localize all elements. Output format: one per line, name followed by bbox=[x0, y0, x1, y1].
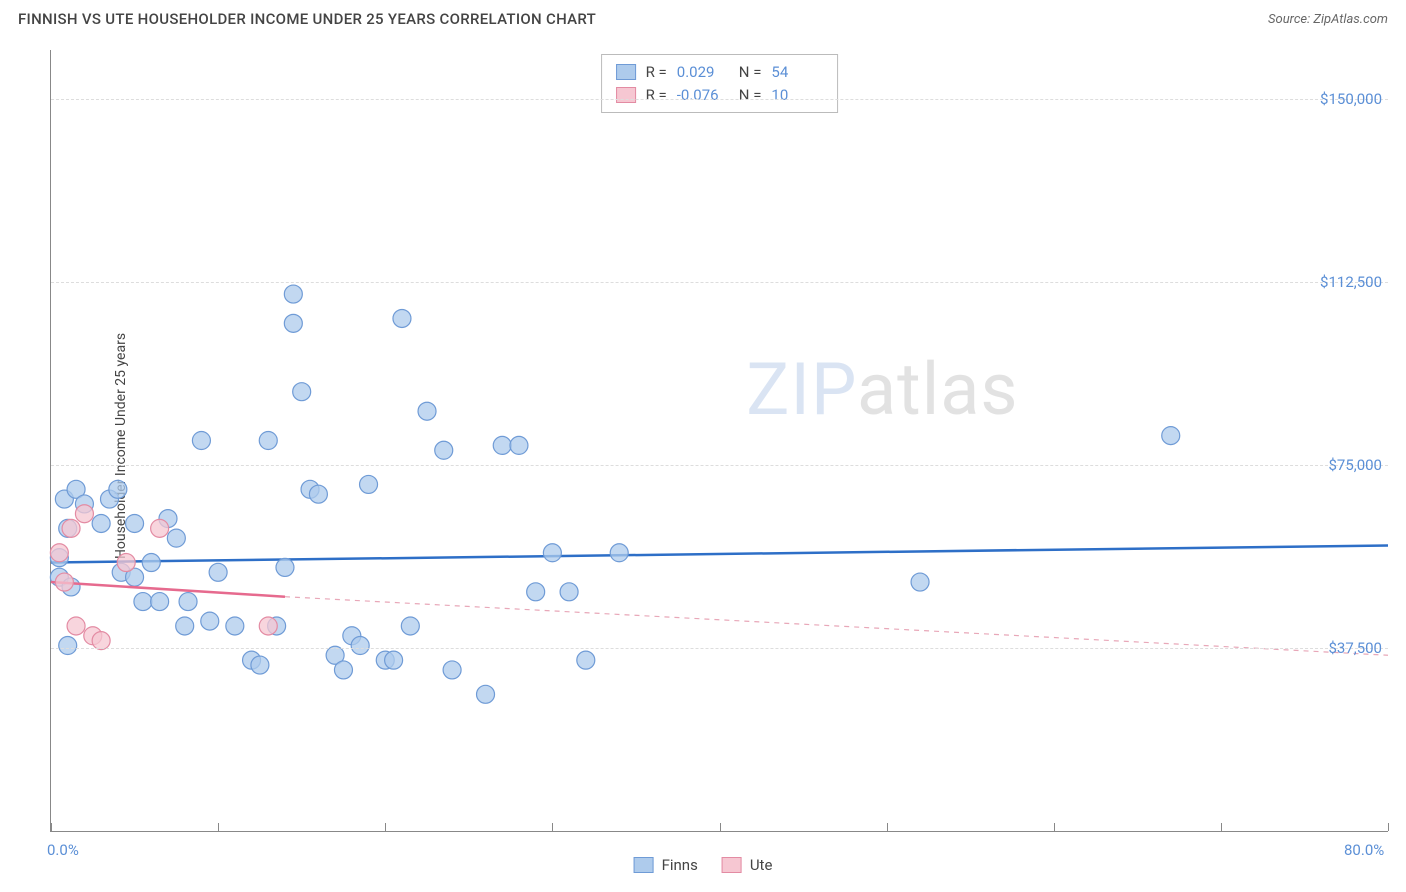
source-label: Source: ZipAtlas.com bbox=[1268, 12, 1388, 27]
bottom-legend: Finns Ute bbox=[634, 856, 773, 874]
n-label: N = bbox=[739, 84, 762, 107]
chart-plot-area: ZIPatlas R =0.029N =54R =-0.076N =10 $37… bbox=[50, 50, 1388, 832]
legend-item: Finns bbox=[634, 856, 698, 874]
n-value: 10 bbox=[771, 84, 823, 107]
r-value: -0.076 bbox=[677, 84, 729, 107]
legend-swatch bbox=[722, 857, 742, 873]
n-label: N = bbox=[739, 61, 762, 84]
legend-swatch bbox=[616, 64, 636, 80]
legend-swatch bbox=[634, 857, 654, 873]
x-tick bbox=[51, 823, 52, 831]
stats-row: R = -0.076 N = 10 bbox=[616, 84, 824, 107]
stats-row: R = 0.029 N = 54 bbox=[616, 61, 824, 84]
gridline bbox=[51, 99, 1388, 100]
y-tick-label: $112,500 bbox=[1320, 273, 1382, 291]
r-label: R = bbox=[646, 84, 667, 107]
x-tick bbox=[720, 823, 721, 831]
legend-label: Finns bbox=[662, 856, 698, 874]
x-tick bbox=[218, 823, 219, 831]
gridline bbox=[51, 282, 1388, 283]
x-tick-label: 80.0% bbox=[1344, 841, 1384, 859]
chart-title: FINNISH VS UTE HOUSEHOLDER INCOME UNDER … bbox=[18, 10, 596, 28]
x-tick bbox=[1388, 823, 1389, 831]
y-tick-label: $75,000 bbox=[1328, 456, 1382, 474]
y-tick-label: $37,500 bbox=[1328, 639, 1382, 657]
x-tick-label: 0.0% bbox=[47, 841, 79, 859]
legend-swatch bbox=[616, 87, 636, 103]
n-value: 54 bbox=[771, 61, 823, 84]
gridline bbox=[51, 465, 1388, 466]
scatter-svg bbox=[51, 50, 1388, 831]
gridline bbox=[51, 648, 1388, 649]
stats-legend: R = 0.029 N = 54 R = -0.076 N = 10 bbox=[601, 54, 839, 113]
x-tick bbox=[887, 823, 888, 831]
x-tick bbox=[1054, 823, 1055, 831]
legend-label: Ute bbox=[750, 856, 773, 874]
r-value: 0.029 bbox=[677, 61, 729, 84]
x-tick bbox=[552, 823, 553, 831]
x-tick bbox=[1221, 823, 1222, 831]
r-label: R = bbox=[646, 61, 667, 84]
y-tick-label: $150,000 bbox=[1320, 90, 1382, 108]
legend-item: Ute bbox=[722, 856, 773, 874]
x-tick bbox=[385, 823, 386, 831]
